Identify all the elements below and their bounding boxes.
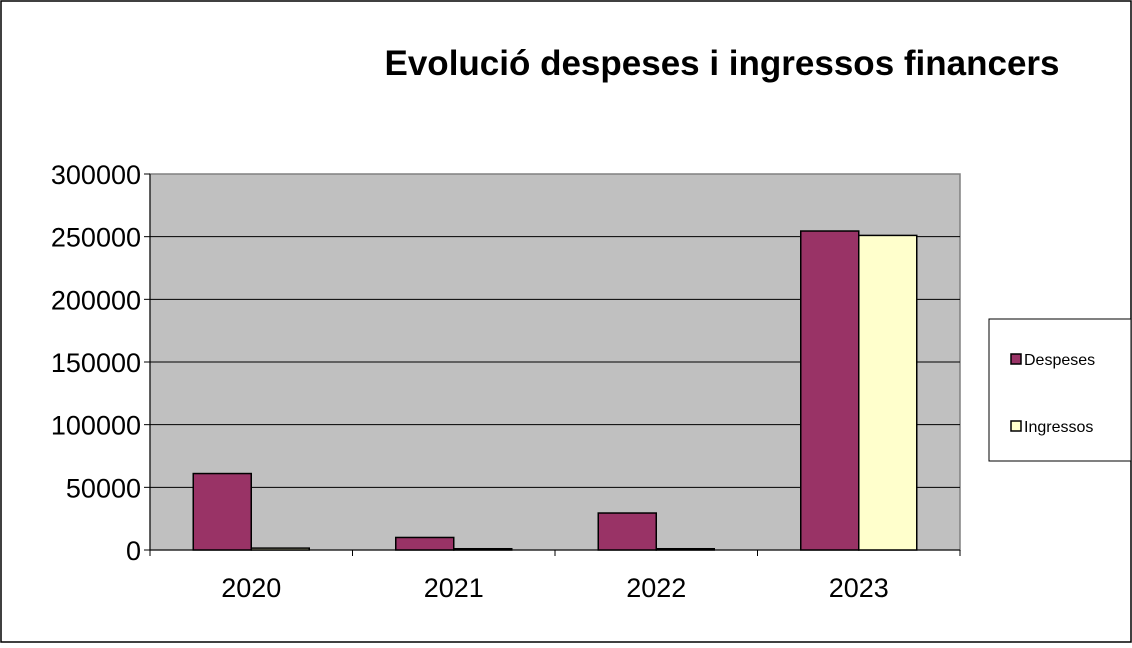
- bar-despeses-2022: [597, 512, 657, 551]
- x-tick-label: 2023: [829, 573, 889, 603]
- legend: Despeses Ingressos: [988, 318, 1132, 462]
- y-tick-label: 200000: [51, 285, 141, 315]
- bar-despeses-2021: [395, 536, 455, 551]
- y-tick-label: 50000: [66, 473, 141, 503]
- x-tick-label: 2022: [626, 573, 686, 603]
- y-tick-label: 100000: [51, 411, 141, 441]
- legend-swatch-ingressos: [1010, 420, 1022, 432]
- x-tick-label: 2020: [221, 573, 281, 603]
- legend-box: [988, 318, 1132, 462]
- y-tick-label: 300000: [51, 160, 141, 190]
- chart-title: Evolució despeses i ingressos financers: [385, 44, 1060, 83]
- x-tick-label: 2021: [424, 573, 484, 603]
- bar-despeses-2020: [192, 472, 252, 551]
- y-tick-label: 0: [126, 536, 141, 566]
- bar-ingressos-2023: [858, 234, 918, 551]
- y-tick-label: 250000: [51, 223, 141, 253]
- legend-swatch-despeses: [1010, 353, 1022, 365]
- y-tick-label: 150000: [51, 348, 141, 378]
- bar-despeses-2023: [800, 230, 860, 551]
- legend-label-despeses: Despeses: [1024, 352, 1095, 369]
- legend-label-ingressos: Ingressos: [1024, 419, 1093, 436]
- axes: 0 50000 100000 150000 200000 250000 300000 2020…: [51, 160, 961, 603]
